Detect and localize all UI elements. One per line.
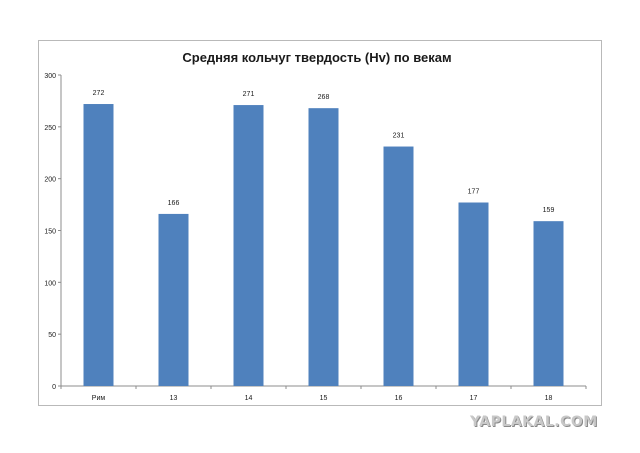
data-label: 231 xyxy=(393,133,405,140)
x-tick-label: 17 xyxy=(470,395,478,402)
x-tick-label: 16 xyxy=(395,395,403,402)
bar-14 xyxy=(233,105,264,387)
bar-15 xyxy=(308,108,339,386)
y-tick-label: 150 xyxy=(44,229,56,236)
y-tick-label: 300 xyxy=(44,73,56,80)
x-tick-label: 13 xyxy=(170,395,178,402)
bar-18 xyxy=(533,221,564,386)
bar-chart: Средняя кольчуг твердость (Hv) по векам … xyxy=(44,50,587,402)
x-tick-label: Рим xyxy=(92,395,106,402)
y-tick-label: 100 xyxy=(44,280,56,287)
bar-17 xyxy=(458,202,489,386)
value-labels: 272 166 271 268 231 177 159 xyxy=(93,90,555,214)
bar-13 xyxy=(158,213,189,386)
watermark: YAPLAKAL.COM xyxy=(470,414,598,430)
data-label: 272 xyxy=(93,90,105,97)
x-tick-label: 15 xyxy=(320,395,328,402)
x-tick-label: 18 xyxy=(545,395,553,402)
data-label: 268 xyxy=(318,94,330,101)
y-tick-label: 50 xyxy=(48,332,56,339)
x-tick-label: 14 xyxy=(245,395,253,402)
data-label: 166 xyxy=(168,200,180,207)
bars xyxy=(83,104,564,387)
y-axis-ticks: 0 50 100 150 200 250 300 xyxy=(44,73,61,391)
chart-frame: Средняя кольчуг твердость (Hv) по векам … xyxy=(38,40,602,406)
data-label: 177 xyxy=(468,189,480,196)
y-tick-label: 200 xyxy=(44,177,56,184)
bar-Рим xyxy=(83,104,114,386)
bar-16 xyxy=(383,146,414,386)
x-axis-ticks: Рим 13 14 15 16 17 18 xyxy=(60,386,587,402)
y-tick-label: 250 xyxy=(44,125,56,132)
chart-title: Средняя кольчуг твердость (Hv) по векам xyxy=(182,50,451,65)
data-label: 271 xyxy=(243,91,255,98)
y-tick-label: 0 xyxy=(52,384,56,391)
data-label: 159 xyxy=(543,207,555,214)
